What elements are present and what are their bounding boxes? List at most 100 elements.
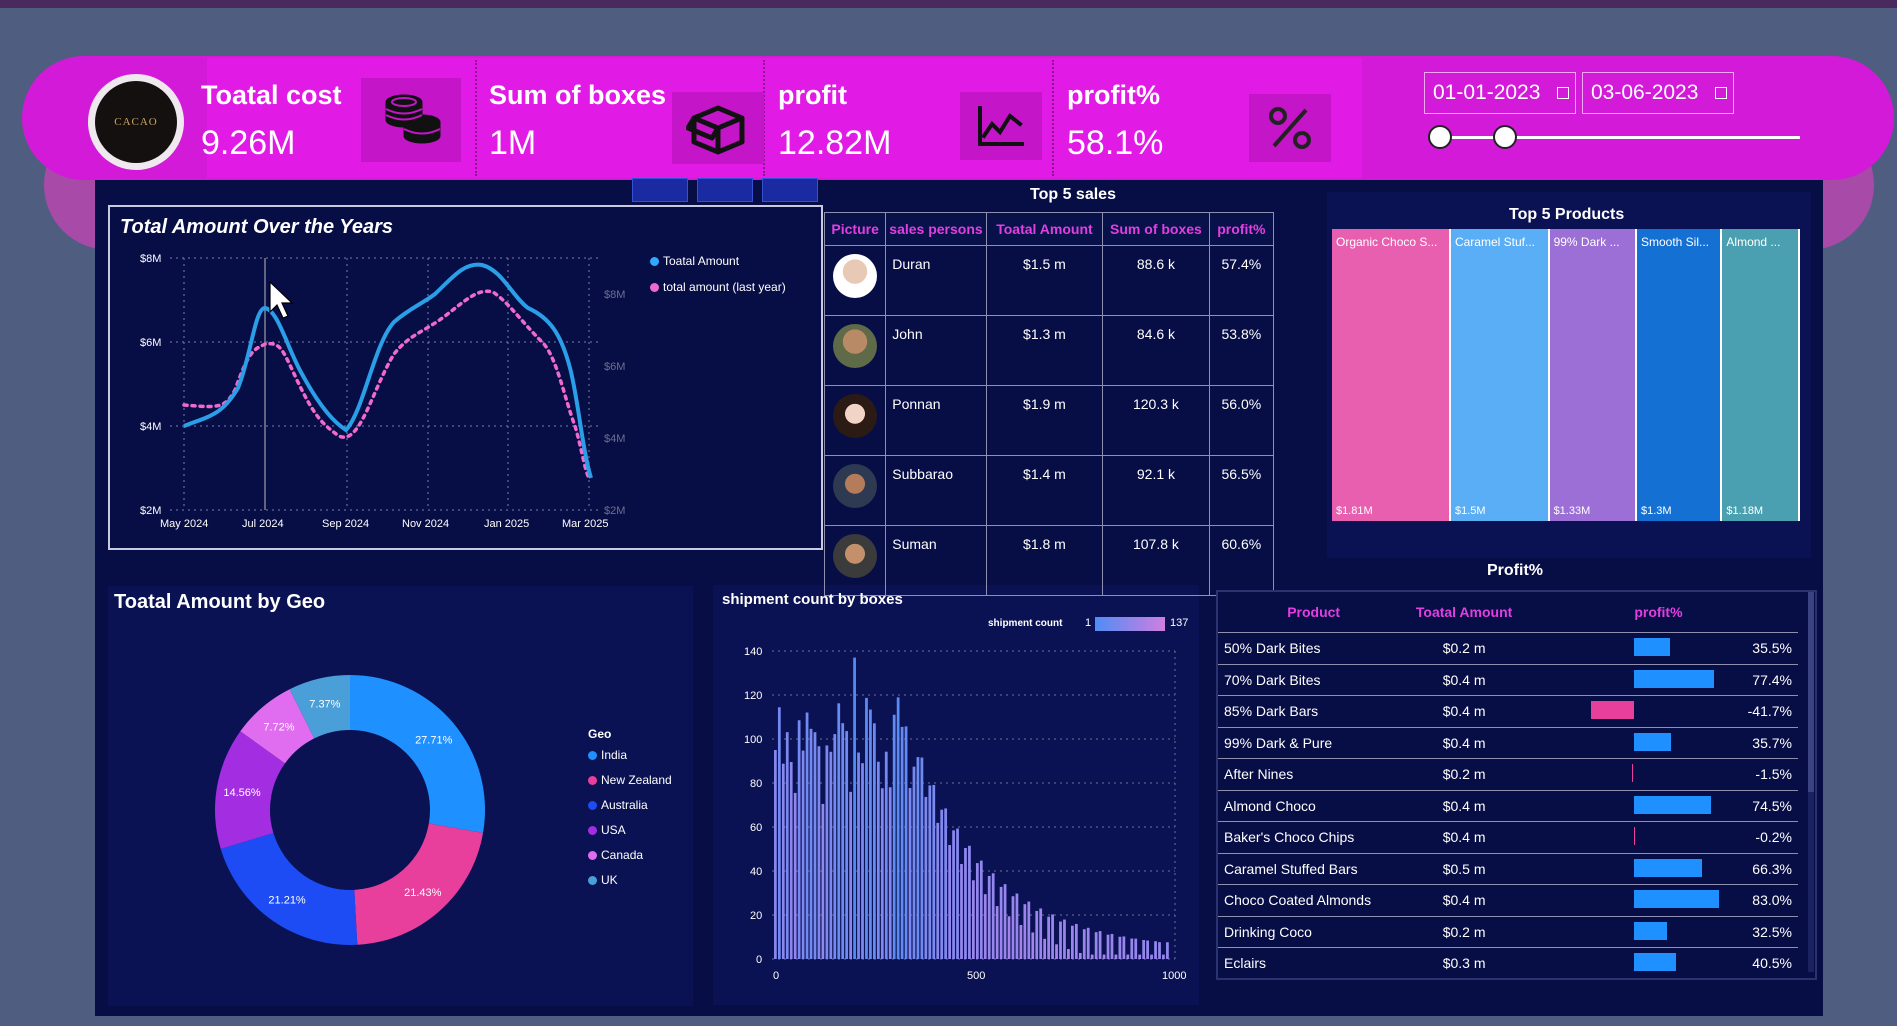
histogram-bar[interactable] — [1055, 944, 1058, 959]
histogram-bar[interactable] — [1043, 938, 1047, 959]
donut-slice[interactable] — [354, 823, 484, 945]
histogram-bar[interactable] — [1063, 919, 1066, 959]
table-row[interactable]: Drinking Coco $0.2 m 32.5% — [1218, 916, 1798, 948]
geo-legend-item[interactable]: Australia — [588, 798, 672, 823]
histogram-bar[interactable] — [975, 863, 979, 959]
histogram-bar[interactable] — [900, 726, 904, 959]
histogram-bar[interactable] — [1011, 896, 1015, 959]
geo-legend-item[interactable]: USA — [588, 823, 672, 848]
histogram-bar[interactable] — [1078, 952, 1082, 959]
histogram-bar[interactable] — [924, 796, 928, 959]
histogram-bar[interactable] — [920, 757, 924, 959]
histogram-bar[interactable] — [983, 894, 987, 959]
histogram-bar[interactable] — [876, 761, 880, 959]
histogram-bar[interactable] — [1027, 901, 1031, 959]
table-row[interactable]: Caramel Stuffed Bars $0.5 m 66.3% — [1218, 853, 1798, 885]
histogram-bar[interactable] — [1039, 908, 1043, 959]
table-row[interactable]: Eclairs $0.3 m 40.5% — [1218, 947, 1798, 978]
histogram-bar[interactable] — [1110, 933, 1114, 959]
geo-legend-item[interactable]: New Zealand — [588, 773, 672, 798]
histogram-bar[interactable] — [896, 697, 900, 959]
histogram-bar[interactable] — [936, 822, 940, 959]
table-row[interactable]: Suman $1.8 m 107.8 k 60.6% — [823, 525, 1275, 596]
page-nav-tab-1[interactable] — [632, 178, 688, 202]
histogram-bar[interactable] — [1031, 932, 1035, 959]
histogram-bar[interactable] — [892, 714, 896, 959]
geo-legend-item[interactable]: Canada — [588, 848, 672, 873]
histogram-bar[interactable] — [801, 750, 805, 959]
histogram-bar[interactable] — [904, 726, 908, 959]
table-row[interactable]: Almond Choco $0.4 m 74.5% — [1218, 790, 1798, 822]
col-profit-pct[interactable]: profit% — [1208, 212, 1275, 246]
histogram-bar[interactable] — [1130, 938, 1134, 959]
histogram-bar[interactable] — [964, 848, 967, 959]
col-product[interactable]: Product — [1218, 592, 1410, 633]
histogram-bar[interactable] — [1003, 884, 1007, 959]
histogram-bar[interactable] — [821, 803, 825, 959]
histogram-bar[interactable] — [1150, 954, 1153, 959]
table-row[interactable]: Subbarao $1.4 m 92.1 k 56.5% — [823, 455, 1275, 526]
page-nav-tab-3[interactable] — [762, 178, 818, 202]
col-total-amount[interactable]: Toatal Amount — [985, 212, 1104, 246]
histogram-bar[interactable] — [1154, 941, 1157, 959]
histogram-bar[interactable] — [805, 712, 809, 959]
histogram-bar[interactable] — [777, 707, 781, 959]
histogram-bar[interactable] — [865, 697, 868, 959]
histogram-bar[interactable] — [1023, 904, 1027, 959]
histogram-bar[interactable] — [1118, 936, 1122, 959]
histogram-bar[interactable] — [1102, 954, 1106, 959]
histogram-bar[interactable] — [1094, 932, 1098, 959]
start-date-input[interactable]: 01-01-2023 — [1424, 72, 1576, 114]
histogram-bar[interactable] — [948, 845, 951, 959]
histogram-bar[interactable] — [999, 886, 1003, 959]
histogram-bar[interactable] — [825, 745, 829, 959]
table-row[interactable]: After Nines $0.2 m -1.5% — [1218, 758, 1798, 791]
histogram-bar[interactable] — [884, 751, 888, 959]
histogram-bar[interactable] — [1019, 924, 1023, 959]
histogram-bar[interactable] — [956, 828, 959, 959]
col-profit-pct[interactable]: profit% — [1518, 592, 1798, 633]
treemap-tile[interactable]: Organic Choco S... $1.81M — [1332, 229, 1451, 521]
table-row[interactable]: Choco Coated Almonds $0.4 m 83.0% — [1218, 884, 1798, 917]
histogram-bar[interactable] — [1162, 954, 1165, 959]
table-row[interactable]: 50% Dark Bites $0.2 m 35.5% — [1218, 632, 1798, 665]
histogram-bar[interactable] — [809, 728, 813, 959]
date-slider-end-handle[interactable] — [1492, 125, 1517, 149]
histogram-bar[interactable] — [789, 762, 793, 959]
histogram-bar[interactable] — [1067, 948, 1070, 959]
histogram-bar[interactable] — [1126, 954, 1130, 959]
histogram-bar[interactable] — [1146, 940, 1149, 959]
histogram-bar[interactable] — [916, 757, 920, 959]
histogram-bar[interactable] — [849, 791, 852, 959]
histogram-bar[interactable] — [880, 788, 884, 959]
histogram-bar[interactable] — [793, 792, 797, 959]
end-date-input[interactable]: 03-06-2023 — [1582, 72, 1734, 114]
donut-slice[interactable] — [215, 731, 286, 849]
histogram-bar[interactable] — [833, 734, 837, 959]
histogram-bar[interactable] — [908, 788, 912, 959]
histogram-bar[interactable] — [991, 873, 995, 959]
histogram-bar[interactable] — [1122, 936, 1126, 959]
histogram-bar[interactable] — [845, 731, 849, 959]
histogram-bar[interactable] — [1086, 927, 1090, 959]
histogram-bar[interactable] — [774, 750, 777, 959]
histogram-bar[interactable] — [940, 809, 944, 959]
col-total-amount[interactable]: Toatal Amount — [1409, 592, 1519, 633]
date-slider-start-handle[interactable] — [1428, 125, 1452, 149]
histogram-bar[interactable] — [1106, 934, 1110, 959]
histogram-bar[interactable] — [797, 720, 801, 959]
histogram-bar[interactable] — [817, 746, 821, 959]
treemap-tile[interactable]: Smooth Sil... $1.3M — [1636, 229, 1723, 521]
histogram-bar[interactable] — [1138, 954, 1142, 959]
table-row[interactable]: John $1.3 m 84.6 k 53.8% — [823, 315, 1275, 386]
table-row[interactable]: Fruit & Nut Bars$0.4 m 77.9% — [1218, 979, 1798, 980]
histogram-bar[interactable] — [968, 845, 971, 959]
geo-legend-item[interactable]: India — [588, 748, 672, 773]
histogram-bar[interactable] — [1082, 929, 1086, 959]
histogram-bar[interactable] — [857, 752, 860, 959]
histogram-bar[interactable] — [829, 751, 833, 959]
histogram-bar[interactable] — [1051, 914, 1054, 959]
table-row[interactable]: 99% Dark & Pure $0.4 m 35.7% — [1218, 727, 1798, 759]
histogram-bar[interactable] — [869, 709, 872, 959]
treemap-tile[interactable]: 99% Dark ... $1.33M — [1549, 229, 1637, 521]
